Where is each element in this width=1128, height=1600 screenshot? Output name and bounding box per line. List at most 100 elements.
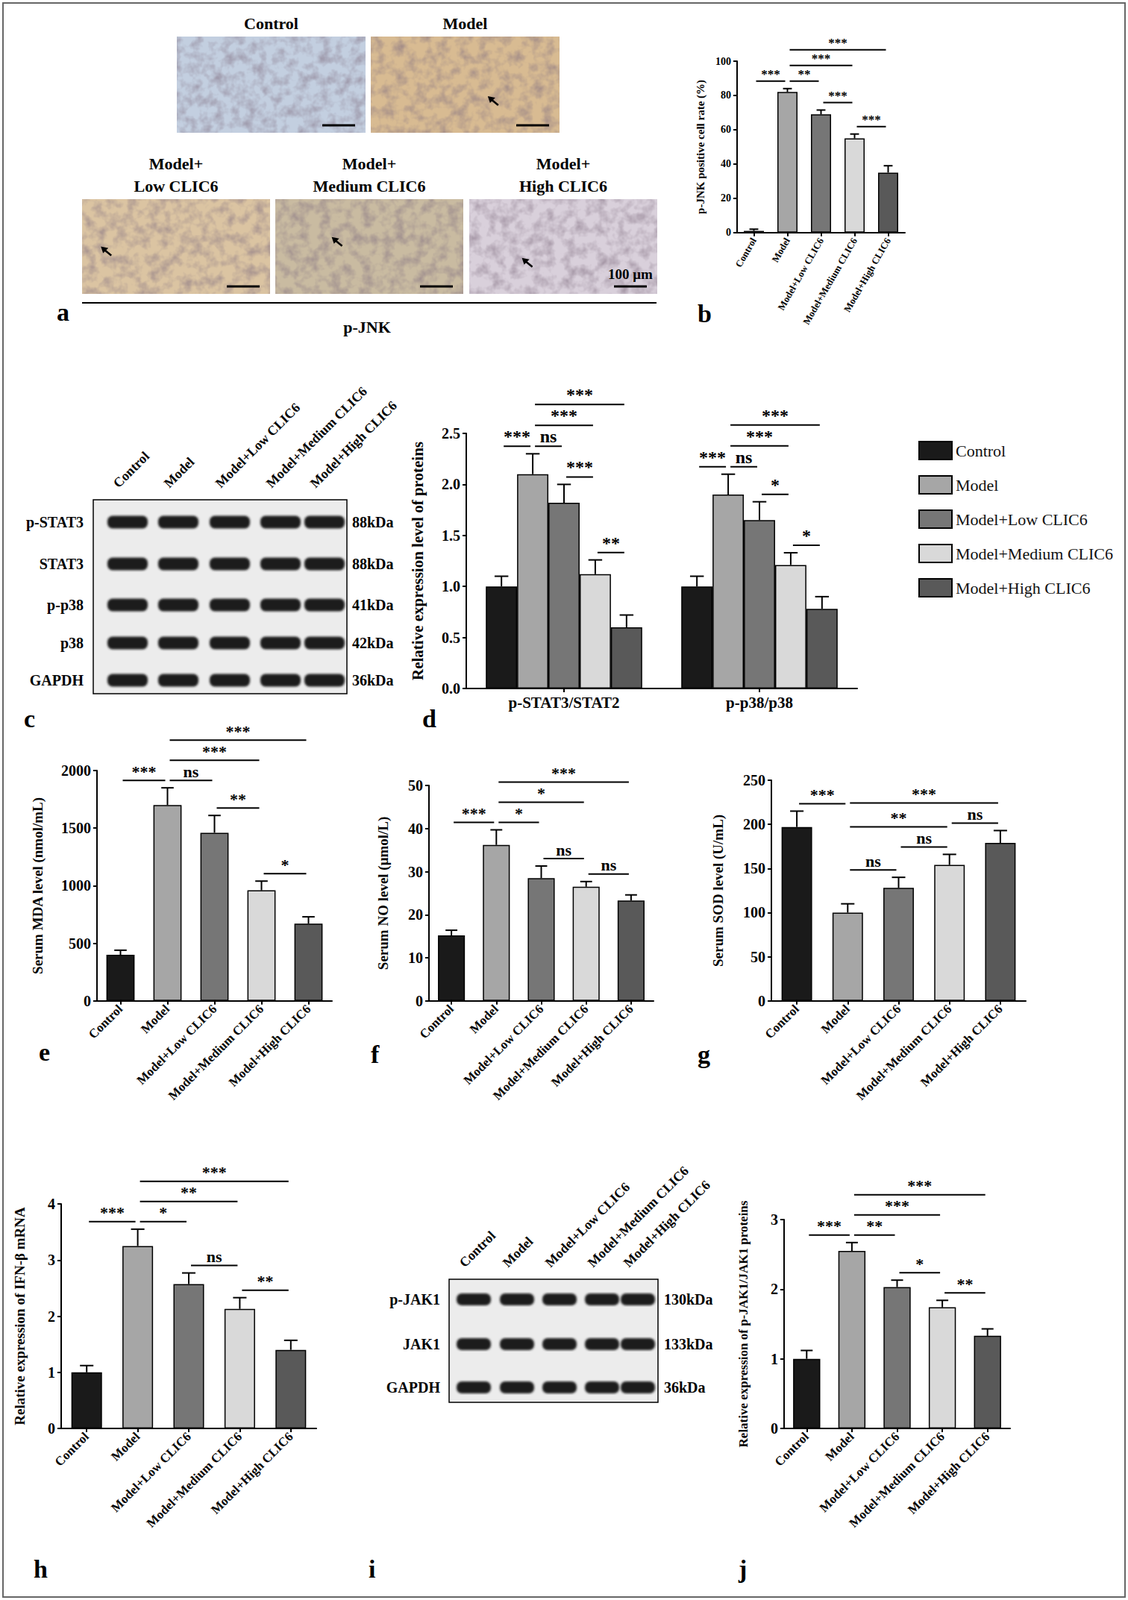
svg-text:Serum SOD level (U/mL): Serum SOD level (U/mL) <box>710 814 727 967</box>
svg-text:250: 250 <box>743 772 766 789</box>
svg-text:**: ** <box>602 533 620 553</box>
svg-text:Model: Model <box>955 475 999 495</box>
svg-text:Model: Model <box>822 1429 857 1464</box>
svg-text:***: *** <box>566 384 594 405</box>
svg-text:88kDa: 88kDa <box>352 514 394 531</box>
svg-text:Model: Model <box>467 1001 502 1037</box>
svg-text:***: *** <box>907 1176 932 1196</box>
svg-text:0: 0 <box>770 1420 779 1437</box>
svg-text:Model: Model <box>443 14 488 33</box>
svg-text:Serum NO level (μmol/L): Serum NO level (μmol/L) <box>375 816 392 970</box>
svg-text:Model: Model <box>108 1429 143 1464</box>
svg-text:p-p38: p-p38 <box>47 596 84 614</box>
svg-text:**: ** <box>890 808 908 828</box>
svg-text:ns: ns <box>865 851 882 871</box>
svg-text:1: 1 <box>47 1364 56 1381</box>
svg-text:Model+Medium CLIC6: Model+Medium CLIC6 <box>853 1001 955 1103</box>
svg-text:Low CLIC6: Low CLIC6 <box>133 176 218 196</box>
svg-text:***: *** <box>761 405 789 426</box>
svg-text:p-STAT3/STAT2: p-STAT3/STAT2 <box>508 693 620 712</box>
svg-text:GAPDH: GAPDH <box>29 672 85 689</box>
svg-text:Control: Control <box>243 14 299 33</box>
svg-text:***: *** <box>699 447 726 468</box>
svg-text:*: * <box>514 804 523 823</box>
svg-text:Model+Low CLIC6: Model+Low CLIC6 <box>955 510 1088 529</box>
svg-text:**: ** <box>180 1183 197 1202</box>
svg-text:Model+Medium CLIC6: Model+Medium CLIC6 <box>165 1001 267 1103</box>
svg-text:Model: Model <box>138 1001 173 1037</box>
svg-text:Relative expression of IFN-β m: Relative expression of IFN-β mRNA <box>11 1207 28 1426</box>
svg-text:Control: Control <box>85 1001 126 1042</box>
svg-text:Control: Control <box>110 448 153 491</box>
svg-text:Control: Control <box>732 235 759 270</box>
svg-text:Model+High CLIC6: Model+High CLIC6 <box>307 398 400 491</box>
svg-text:0.5: 0.5 <box>441 629 461 647</box>
svg-text:***: *** <box>503 426 531 447</box>
svg-text:0: 0 <box>757 992 766 1010</box>
svg-text:*: * <box>281 855 290 875</box>
svg-text:3: 3 <box>47 1251 56 1269</box>
svg-text:*: * <box>770 475 780 495</box>
svg-text:High CLIC6: High CLIC6 <box>519 176 608 196</box>
svg-text:**: ** <box>956 1274 973 1294</box>
svg-text:2: 2 <box>770 1280 779 1298</box>
svg-text:Control: Control <box>955 441 1006 461</box>
svg-text:0.0: 0.0 <box>441 680 461 697</box>
svg-text:0: 0 <box>725 226 732 238</box>
svg-text:ns: ns <box>206 1247 223 1267</box>
svg-text:ns: ns <box>540 426 558 447</box>
svg-text:Model: Model <box>161 454 198 491</box>
svg-text:50: 50 <box>408 777 423 794</box>
svg-text:*: * <box>801 525 811 546</box>
svg-text:Control: Control <box>417 1001 457 1042</box>
svg-text:2.5: 2.5 <box>441 425 461 442</box>
svg-text:20: 20 <box>720 192 732 204</box>
svg-text:2: 2 <box>47 1308 56 1325</box>
svg-text:***: *** <box>746 426 773 447</box>
svg-text:50: 50 <box>750 948 766 966</box>
svg-text:10: 10 <box>408 949 423 967</box>
svg-text:***: *** <box>811 51 832 66</box>
svg-text:STAT3: STAT3 <box>39 555 84 573</box>
svg-text:100: 100 <box>715 55 732 68</box>
svg-text:1.0: 1.0 <box>441 578 461 595</box>
svg-text:ns: ns <box>916 828 932 848</box>
svg-text:***: *** <box>828 35 848 50</box>
svg-text:Model+Low CLIC6: Model+Low CLIC6 <box>461 1001 547 1088</box>
svg-text:***: *** <box>202 742 227 761</box>
svg-text:***: *** <box>551 763 576 783</box>
svg-text:Control: Control <box>52 1429 92 1469</box>
svg-text:Model+High CLIC6: Model+High CLIC6 <box>620 1177 714 1271</box>
svg-text:JAK1: JAK1 <box>402 1336 441 1353</box>
svg-text:Medium CLIC6: Medium CLIC6 <box>313 176 426 196</box>
svg-text:***: *** <box>760 67 781 82</box>
svg-text:ns: ns <box>555 840 572 860</box>
svg-text:***: *** <box>461 804 487 823</box>
svg-text:Model+: Model+ <box>536 154 591 174</box>
svg-text:***: *** <box>566 457 594 477</box>
svg-text:100 μm: 100 μm <box>608 266 653 282</box>
svg-text:ns: ns <box>966 804 983 824</box>
svg-text:ns: ns <box>183 762 200 782</box>
svg-text:Model+Low CLIC6: Model+Low CLIC6 <box>816 1429 903 1516</box>
svg-text:30: 30 <box>408 863 423 881</box>
svg-text:36kDa: 36kDa <box>663 1379 706 1396</box>
svg-text:Model+: Model+ <box>342 154 397 174</box>
svg-text:Model+Low CLIC6: Model+Low CLIC6 <box>212 399 303 491</box>
svg-text:**: ** <box>866 1216 883 1236</box>
svg-text:ns: ns <box>735 447 753 468</box>
svg-text:ns: ns <box>600 855 617 875</box>
svg-text:Control: Control <box>456 1227 499 1270</box>
svg-text:3: 3 <box>770 1211 779 1228</box>
svg-text:2000: 2000 <box>61 762 92 779</box>
svg-text:Model: Model <box>818 1001 853 1037</box>
svg-text:1.5: 1.5 <box>441 527 461 544</box>
svg-text:Model+High CLIC6: Model+High CLIC6 <box>955 578 1090 598</box>
svg-text:60: 60 <box>720 123 732 136</box>
svg-text:**: ** <box>257 1271 274 1291</box>
svg-text:p38: p38 <box>60 634 84 653</box>
svg-text:***: *** <box>810 785 835 805</box>
svg-text:20: 20 <box>408 906 423 923</box>
svg-text:2.0: 2.0 <box>441 475 461 493</box>
svg-text:Model+Medium CLIC6: Model+Medium CLIC6 <box>955 544 1114 564</box>
